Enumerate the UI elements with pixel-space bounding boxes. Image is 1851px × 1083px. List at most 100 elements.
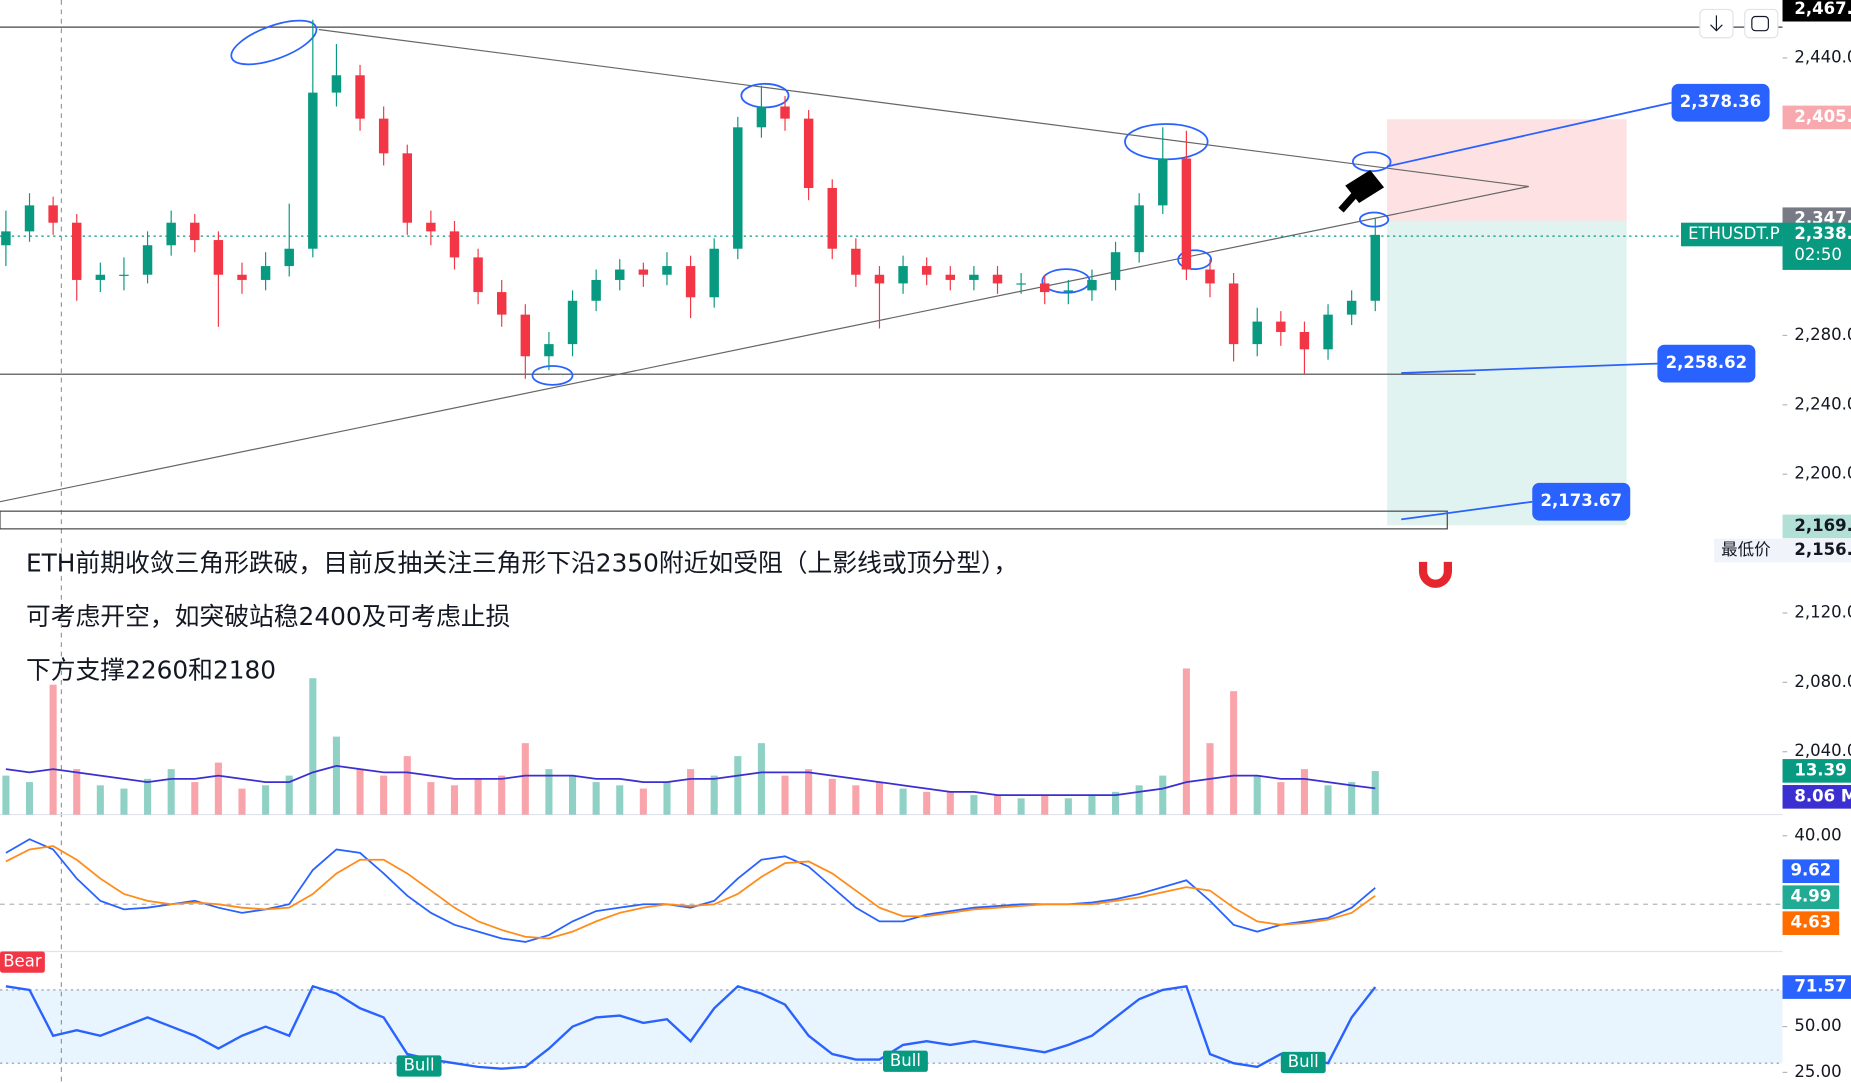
volume-bar (285, 775, 293, 815)
candle-body (1181, 158, 1192, 270)
candle-body (496, 292, 507, 315)
volume-bar (1324, 785, 1332, 815)
candle-body (355, 75, 365, 119)
volume-ma (5, 764, 1376, 796)
volume-bar (616, 785, 624, 815)
candle-body (567, 300, 578, 345)
target-label: 2,258.62 (1666, 353, 1747, 372)
signal-bg (0, 951, 45, 973)
signal-bg (883, 1050, 928, 1072)
price-label-bg (1782, 514, 1851, 539)
candle-body (921, 266, 932, 275)
candle-body (473, 257, 483, 293)
y-tick-label: 2,280.0 (1794, 325, 1851, 344)
volume-bar (238, 788, 246, 815)
y-tick-label: 25.00 (1794, 1062, 1841, 1081)
hammer-icon (1338, 170, 1385, 213)
macd-line (5, 845, 1376, 940)
volume-bar (403, 756, 411, 815)
volume-bar (828, 778, 836, 815)
target-link (1401, 362, 1658, 374)
y-tick-label: 40.00 (1794, 825, 1841, 844)
rsi-label: 71.57 (1794, 977, 1846, 996)
volume-bar (946, 791, 954, 815)
volume-bar (1230, 691, 1238, 815)
volume-bar (380, 775, 388, 815)
y-tick-label: 2,040.0 (1794, 741, 1851, 760)
candle-body (166, 222, 176, 246)
price-label: 2,467.8 (1794, 0, 1851, 18)
target-label: 2,378.36 (1680, 92, 1761, 111)
y-tick-label: 2,080.0 (1794, 672, 1851, 691)
signal-bg (1280, 1051, 1326, 1074)
volume-bar (923, 791, 931, 815)
candle-body (1158, 158, 1168, 206)
volume-bar (144, 778, 152, 815)
volume-bar (663, 782, 671, 815)
volume-bar (568, 775, 577, 815)
volume-bar (899, 788, 907, 815)
symbol-label: ETHUSDT.P (1688, 224, 1780, 243)
candle-body (615, 269, 625, 280)
volume-bar (1159, 775, 1167, 815)
target-zone (1387, 220, 1627, 526)
signal-label: Bull (1288, 1052, 1319, 1071)
volume-bar (1348, 782, 1356, 815)
candle-body (803, 118, 814, 189)
volume-bar (781, 775, 789, 815)
volume-bar (309, 678, 317, 815)
price-label-bg (1782, 0, 1851, 22)
fullscreen-icon (1751, 15, 1769, 32)
candle-body (190, 222, 200, 241)
macd-label-bg (1782, 885, 1840, 909)
volume-bar (757, 743, 765, 815)
volume-bar (356, 769, 364, 815)
candle-body (1063, 290, 1074, 293)
annotation: ETH前期收敛三角形跌破，目前反抽关注三角形下沿2350附近如受阻（上影线或顶分… (26, 548, 1018, 577)
annotation: 下方支撑2260和2180 (26, 656, 276, 685)
volume-bar (120, 788, 128, 815)
price-label-bg (1782, 222, 1851, 270)
candle-body (1205, 269, 1215, 284)
rsi-line (5, 984, 1377, 1070)
candle-body (1276, 321, 1286, 332)
macd-label: 9.62 (1790, 861, 1831, 880)
candle-body (378, 118, 389, 154)
candle-body (1134, 205, 1144, 253)
macd-line (5, 838, 1376, 943)
volume-bar (1300, 769, 1308, 815)
volume-ma-label-bg (1782, 785, 1851, 809)
candle-body (1346, 300, 1357, 315)
magnet-icon (1418, 561, 1452, 588)
volume-bar (1041, 795, 1049, 815)
candle-body (992, 274, 1003, 284)
signal-label: Bull (404, 1056, 435, 1075)
candle-body (638, 269, 649, 275)
rsi-label-bg (1782, 975, 1851, 999)
candle-body (662, 266, 672, 275)
candle-body (449, 231, 460, 258)
countdown: 02:50 (1794, 245, 1842, 264)
candle-body (1252, 321, 1262, 345)
candle-body (898, 266, 908, 284)
candle-body (1370, 234, 1380, 301)
volume-bar (332, 736, 340, 815)
candle-body (827, 188, 837, 249)
signal-label: Bear (3, 952, 42, 971)
target-box (1532, 482, 1631, 521)
fullscreen-button[interactable] (1744, 8, 1779, 39)
macd-label-bg (1782, 859, 1840, 884)
target-link (1386, 101, 1672, 168)
y-tick-label: 2,120.0 (1794, 602, 1851, 621)
candle-body (308, 92, 318, 249)
candle-body (520, 314, 531, 357)
candle-body (24, 205, 35, 232)
candle-body (260, 266, 271, 280)
volume-ma-label: 8.06 M (1794, 786, 1851, 805)
target-box (1657, 344, 1756, 383)
volume-bar (1135, 785, 1143, 815)
candle-body (331, 75, 342, 93)
volume-bar (1371, 771, 1379, 815)
volume-bar (1277, 782, 1285, 815)
